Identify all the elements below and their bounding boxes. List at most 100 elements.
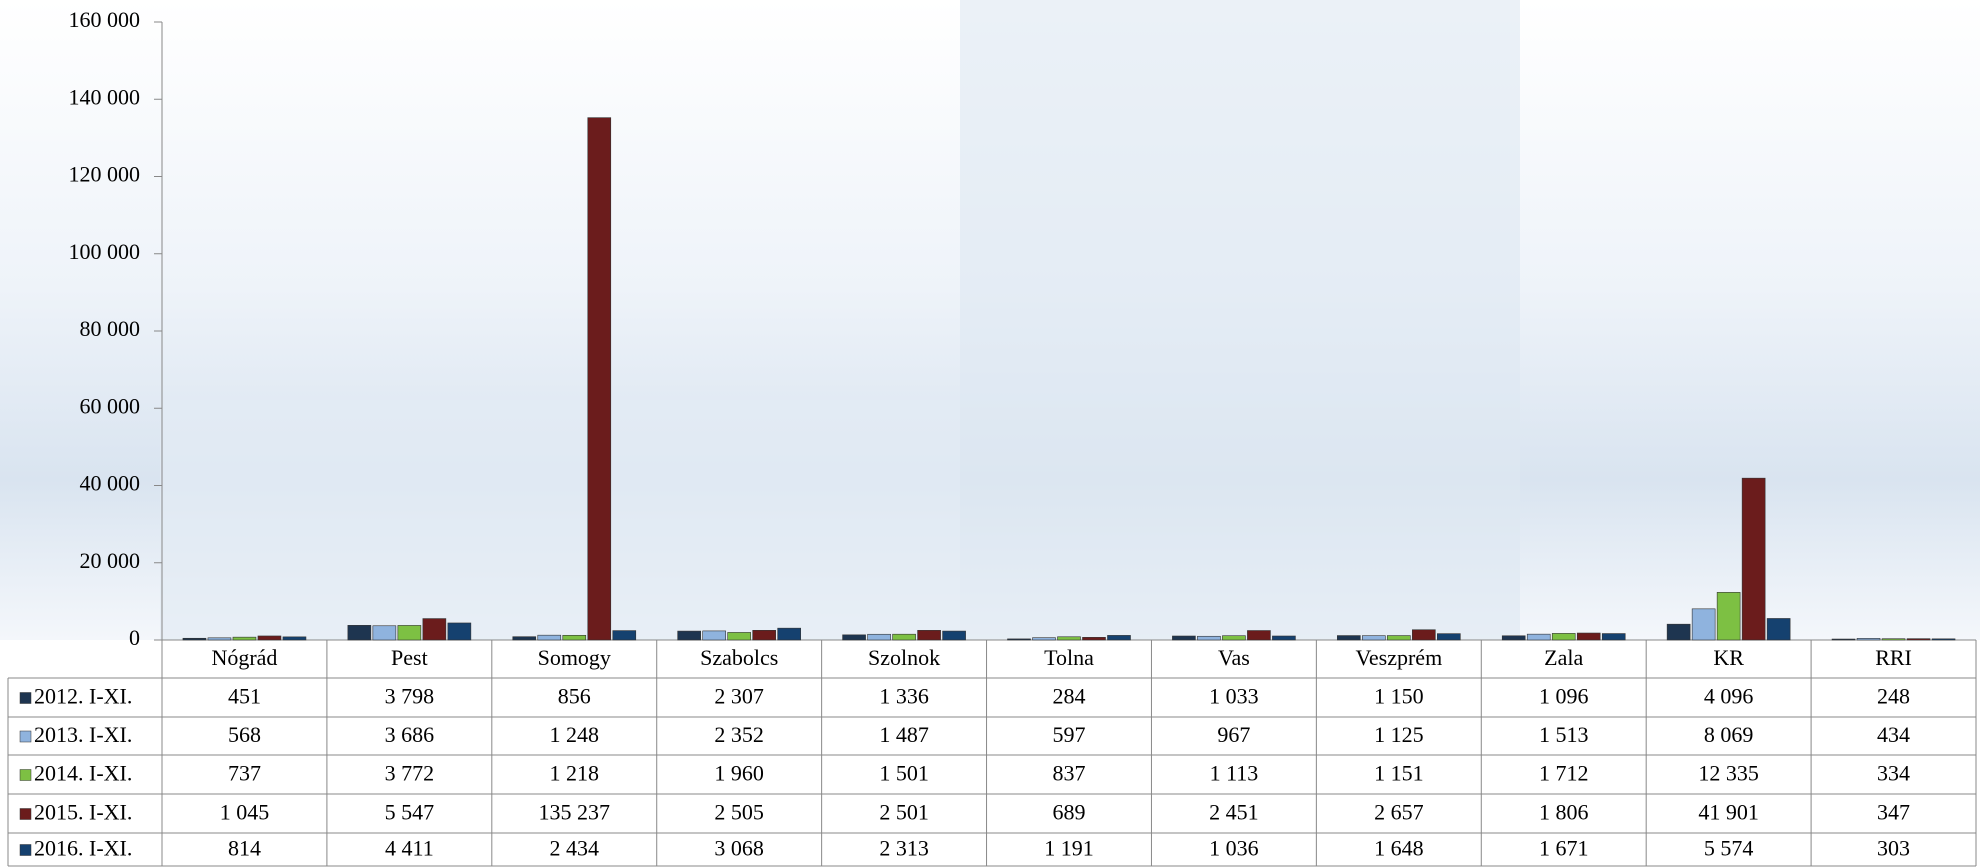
bar bbox=[257, 635, 282, 641]
bar bbox=[1931, 638, 1956, 641]
table-value: 1 336 bbox=[879, 684, 929, 709]
bar bbox=[677, 630, 701, 641]
table-value: 3 068 bbox=[714, 836, 764, 861]
table-value: 814 bbox=[228, 836, 261, 861]
table-value: 434 bbox=[1877, 722, 1910, 747]
table-value: 568 bbox=[228, 722, 261, 747]
table-value: 12 335 bbox=[1698, 761, 1759, 786]
bar bbox=[702, 630, 726, 641]
bar bbox=[777, 627, 801, 641]
bar bbox=[1082, 637, 1106, 641]
background-building bbox=[160, 400, 960, 640]
bar bbox=[942, 630, 966, 641]
x-tick-label: KR bbox=[1713, 645, 1744, 670]
x-tick-label: Szabolcs bbox=[700, 645, 778, 670]
bar bbox=[1007, 638, 1031, 641]
y-tick-label: 0 bbox=[129, 625, 140, 650]
x-tick-label: Nógrád bbox=[211, 645, 277, 670]
bar bbox=[447, 622, 472, 641]
y-tick-label: 160 000 bbox=[69, 7, 141, 32]
table-value: 8 069 bbox=[1704, 722, 1754, 747]
table-value: 1 960 bbox=[714, 761, 764, 786]
x-tick-label: Zala bbox=[1544, 645, 1583, 670]
table-value: 3 772 bbox=[385, 761, 435, 786]
table-value: 1 151 bbox=[1374, 761, 1424, 786]
table-value: 1 248 bbox=[550, 722, 600, 747]
legend-label: 2014. I-XI. bbox=[34, 761, 132, 786]
table-value: 1 501 bbox=[879, 761, 929, 786]
bar bbox=[1906, 638, 1931, 641]
bar bbox=[1766, 618, 1791, 641]
background-building bbox=[960, 0, 1520, 640]
bar bbox=[1601, 633, 1626, 641]
bar bbox=[1526, 633, 1551, 641]
table-value: 451 bbox=[228, 684, 261, 709]
table-value: 4 096 bbox=[1704, 684, 1754, 709]
x-tick-label: Vas bbox=[1218, 645, 1250, 670]
bar bbox=[1172, 635, 1196, 641]
legend-key bbox=[19, 808, 32, 820]
table-value: 303 bbox=[1877, 836, 1910, 861]
bar bbox=[727, 632, 751, 641]
table-value: 1 806 bbox=[1539, 800, 1589, 825]
bar bbox=[1741, 477, 1766, 641]
table-value: 248 bbox=[1877, 684, 1910, 709]
bar bbox=[1501, 635, 1526, 641]
table-value: 1 671 bbox=[1539, 836, 1589, 861]
table-value: 1 096 bbox=[1539, 684, 1589, 709]
table-value: 1 125 bbox=[1374, 722, 1424, 747]
bar bbox=[1032, 637, 1056, 641]
bar bbox=[587, 117, 612, 641]
y-tick-label: 80 000 bbox=[80, 316, 141, 341]
y-tick-label: 100 000 bbox=[69, 239, 141, 264]
bar bbox=[182, 637, 207, 641]
table-value: 597 bbox=[1053, 722, 1086, 747]
table-value: 967 bbox=[1217, 722, 1250, 747]
bar bbox=[232, 636, 257, 641]
bar bbox=[1412, 629, 1436, 641]
bar bbox=[1716, 592, 1741, 641]
table-value: 334 bbox=[1877, 761, 1910, 786]
table-value: 1 113 bbox=[1210, 761, 1259, 786]
table-value: 1 033 bbox=[1209, 684, 1259, 709]
y-tick-label: 60 000 bbox=[80, 393, 141, 418]
bar bbox=[512, 636, 537, 641]
table-value: 3 798 bbox=[385, 684, 435, 709]
x-tick-label: Somogy bbox=[538, 645, 611, 670]
table-value: 1 218 bbox=[550, 761, 600, 786]
bar bbox=[562, 634, 587, 641]
table-value: 2 307 bbox=[714, 684, 764, 709]
bar bbox=[892, 633, 916, 641]
x-tick-label: Pest bbox=[391, 645, 428, 670]
bar bbox=[1362, 635, 1386, 641]
y-tick-label: 40 000 bbox=[80, 471, 141, 496]
table-value: 1 045 bbox=[220, 800, 270, 825]
x-tick-label: Tolna bbox=[1044, 645, 1094, 670]
bar bbox=[1247, 630, 1271, 641]
bar bbox=[1387, 635, 1411, 641]
y-tick-label: 140 000 bbox=[69, 84, 141, 109]
table-value: 5 547 bbox=[385, 800, 435, 825]
legend-key bbox=[19, 844, 32, 856]
bar bbox=[1057, 636, 1081, 641]
x-tick-label: Veszprém bbox=[1355, 645, 1442, 670]
table-value: 2 313 bbox=[879, 836, 929, 861]
table-value: 689 bbox=[1053, 800, 1086, 825]
table-value: 1 487 bbox=[879, 722, 929, 747]
bar bbox=[282, 636, 307, 641]
table-value: 135 237 bbox=[539, 800, 611, 825]
bar bbox=[1222, 635, 1246, 641]
bar bbox=[1551, 633, 1576, 641]
legend-key bbox=[19, 692, 32, 704]
bar bbox=[372, 625, 397, 641]
table-value: 1 150 bbox=[1374, 684, 1424, 709]
bar bbox=[842, 634, 866, 641]
bar bbox=[1272, 635, 1296, 641]
bar bbox=[917, 630, 941, 641]
bar bbox=[1831, 638, 1856, 641]
y-tick-label: 120 000 bbox=[69, 162, 141, 187]
table-value: 1 036 bbox=[1209, 836, 1259, 861]
table-value: 737 bbox=[228, 761, 261, 786]
table-value: 2 505 bbox=[714, 800, 764, 825]
